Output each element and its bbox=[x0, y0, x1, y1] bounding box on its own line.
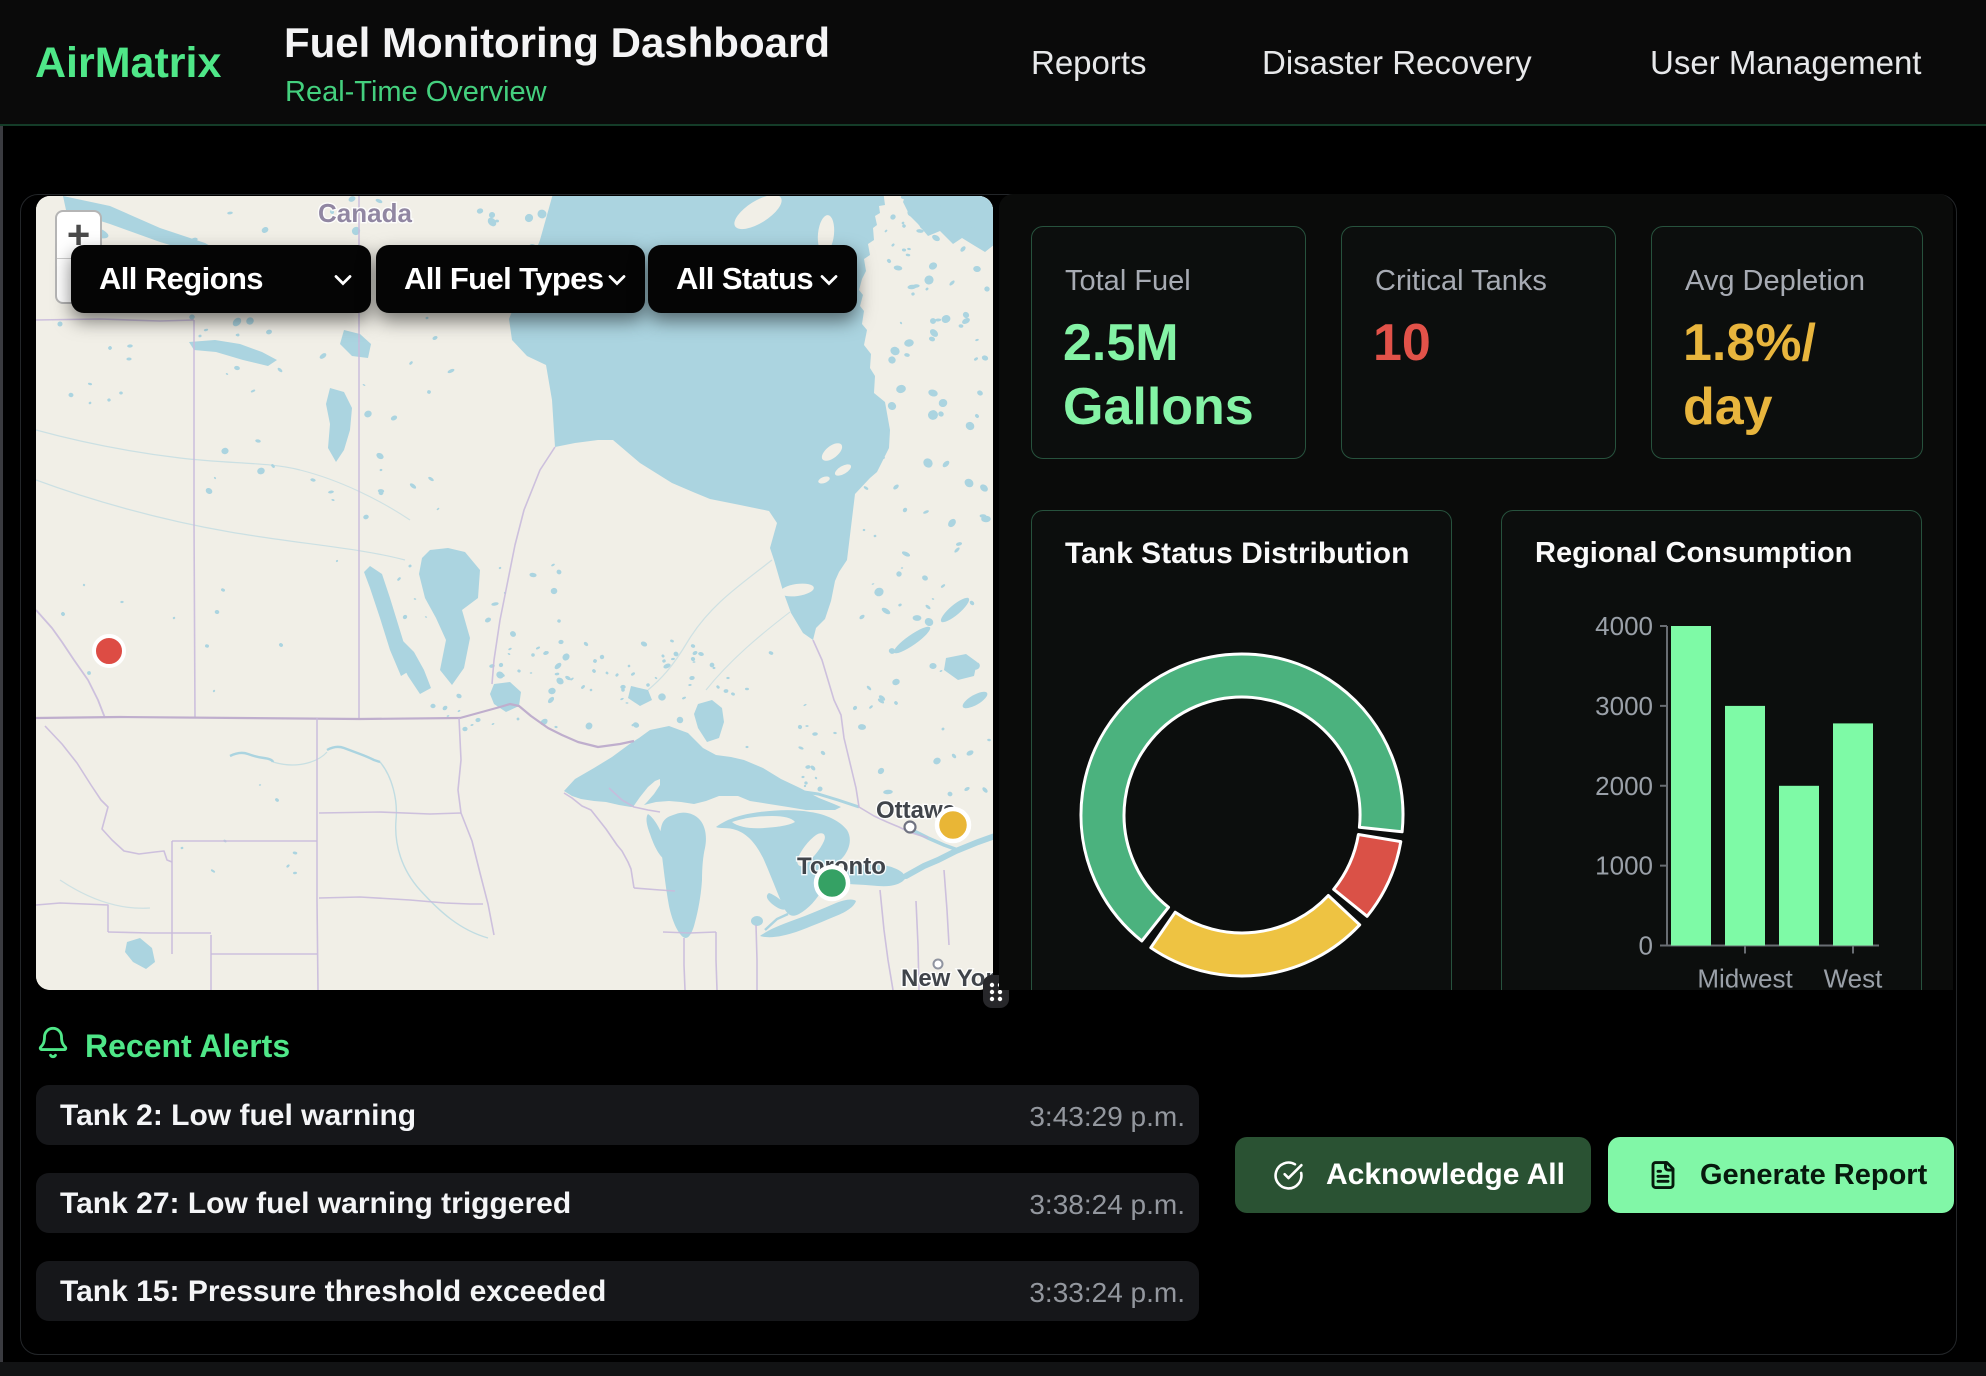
svg-text:Midwest: Midwest bbox=[1697, 964, 1793, 991]
svg-text:Canada: Canada bbox=[318, 198, 412, 228]
svg-text:2000: 2000 bbox=[1595, 771, 1653, 801]
svg-text:New York: New York bbox=[901, 965, 993, 990]
svg-text:4000: 4000 bbox=[1595, 611, 1653, 641]
svg-text:West: West bbox=[1824, 964, 1884, 991]
svg-text:0: 0 bbox=[1639, 931, 1653, 961]
svg-text:1000: 1000 bbox=[1595, 851, 1653, 881]
svg-text:3000: 3000 bbox=[1595, 691, 1653, 721]
